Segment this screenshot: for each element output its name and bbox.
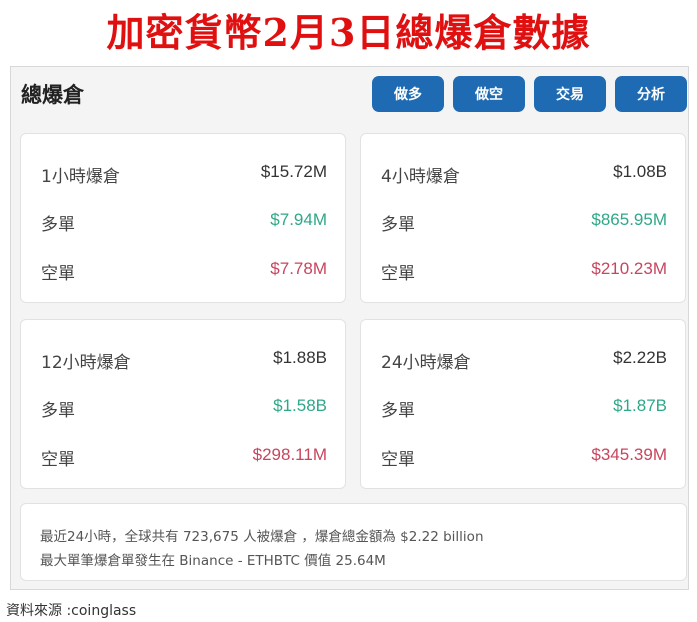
short-button[interactable]: 做空 [453, 76, 525, 112]
summary-line-2: 最大單筆爆倉單發生在 Binance - ETHBTC 價值 25.64M [40, 553, 386, 569]
total-value: $1.88B [273, 348, 327, 367]
panel-title: 總爆倉 [21, 83, 84, 107]
short-label: 空單 [41, 264, 75, 284]
card-12h: 12小時爆倉 $1.88B 多單 $1.58B 空單 $298.11M [20, 319, 346, 489]
long-label: 多單 [381, 401, 415, 421]
short-value: $210.23M [591, 259, 667, 278]
summary-box: 最近24小時，全球共有 723,675 人被爆倉 ，爆倉總金額為 $2.22 b… [20, 503, 687, 581]
long-label: 多單 [41, 215, 75, 235]
summary-line-1: 最近24小時，全球共有 723,675 人被爆倉 ，爆倉總金額為 $2.22 b… [40, 529, 484, 545]
short-label: 空單 [381, 450, 415, 470]
short-label: 空單 [381, 264, 415, 284]
analysis-button[interactable]: 分析 [615, 76, 687, 112]
long-value: $865.95M [591, 210, 667, 229]
headline: 加密貨幣2月3日總爆倉數據 [106, 10, 591, 55]
long-label: 多單 [41, 401, 75, 421]
period-label: 4小時爆倉 [381, 167, 460, 187]
long-label: 多單 [381, 215, 415, 235]
long-value: $7.94M [270, 210, 327, 229]
card-1h: 1小時爆倉 $15.72M 多單 $7.94M 空單 $7.78M [20, 133, 346, 303]
total-value: $15.72M [260, 162, 327, 181]
card-24h: 24小時爆倉 $2.22B 多單 $1.87B 空單 $345.39M [360, 319, 686, 489]
source-caption: 資料來源 :coinglass [6, 603, 137, 619]
liquidation-panel: 總爆倉 做多 做空 交易 分析 1小時爆倉 $15.72M 多單 $7.94M 空單… [10, 66, 689, 590]
short-value: $7.78M [270, 259, 327, 278]
total-value: $2.22B [613, 348, 667, 367]
short-label: 空單 [41, 450, 75, 470]
long-value: $1.87B [613, 396, 667, 415]
period-label: 24小時爆倉 [381, 353, 471, 373]
trade-button[interactable]: 交易 [534, 76, 606, 112]
card-4h: 4小時爆倉 $1.08B 多單 $865.95M 空單 $210.23M [360, 133, 686, 303]
short-value: $345.39M [591, 445, 667, 464]
total-value: $1.08B [613, 162, 667, 181]
period-label: 12小時爆倉 [41, 353, 131, 373]
long-button[interactable]: 做多 [372, 76, 444, 112]
short-value: $298.11M [252, 445, 327, 464]
period-label: 1小時爆倉 [41, 167, 120, 187]
long-value: $1.58B [273, 396, 327, 415]
